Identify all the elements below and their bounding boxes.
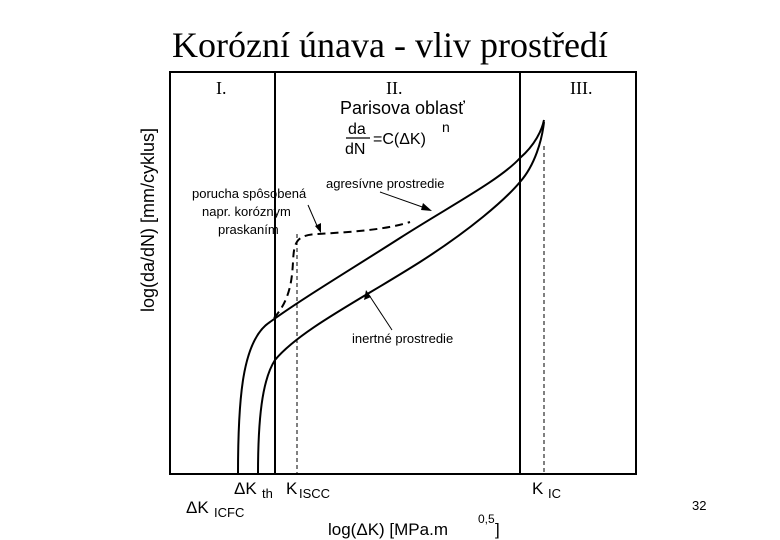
plot-frame — [169, 71, 637, 475]
x-axis-close-bracket: ] — [495, 520, 500, 539]
k-ic-label: K — [532, 479, 544, 498]
paris-numerator: da — [348, 121, 366, 138]
slide-title: Korózní únava - vliv prostředí — [172, 25, 608, 65]
damage-label-line3: praskaním — [218, 222, 279, 237]
dk-icfc-label: ΔK — [186, 498, 209, 517]
inert-environment-curve — [257, 121, 545, 475]
page-number: 32 — [692, 498, 707, 513]
paris-denominator: dN — [345, 141, 365, 158]
k-ic-subscript: IC — [548, 486, 561, 501]
damage-label-line2: napr. koróznym — [202, 204, 291, 219]
inert-leader-line — [368, 294, 393, 331]
paris-region-title: Parisova oblasť — [340, 98, 465, 118]
aggressive-leader-line — [379, 191, 429, 210]
inert-arrowhead — [364, 290, 371, 300]
damage-leader-line — [307, 204, 319, 229]
dk-icfc-subscript: ICFC — [214, 505, 244, 520]
damage-label-line1: porucha spôsobená — [192, 186, 307, 201]
y-axis-label: log(da/dN) [mm/cyklus] — [138, 128, 158, 312]
aggressive-environment-curve — [237, 119, 545, 475]
paris-exponent: n — [442, 119, 450, 135]
damage-arrowhead — [315, 223, 321, 233]
region-label-2: II. — [386, 78, 403, 98]
x-axis-exponent: 0,5 — [478, 512, 495, 526]
x-axis-label: log(ΔK) [MPa.m — [328, 520, 448, 539]
region-label-1: I. — [216, 78, 227, 98]
aggressive-environment-label: agresívne prostredie — [326, 176, 445, 191]
aggressive-arrowhead — [421, 203, 432, 211]
region-label-3: III. — [570, 78, 592, 98]
inert-environment-label: inertné prostredie — [352, 331, 453, 346]
k-iscc-label: K — [286, 479, 298, 498]
scc-dashed-curve — [273, 221, 411, 319]
k-iscc-subscript: ISCC — [299, 486, 330, 501]
paris-equation: =C(ΔK) — [373, 131, 426, 148]
dk-th-label: ΔK — [234, 479, 257, 498]
dk-th-subscript: th — [262, 486, 273, 501]
